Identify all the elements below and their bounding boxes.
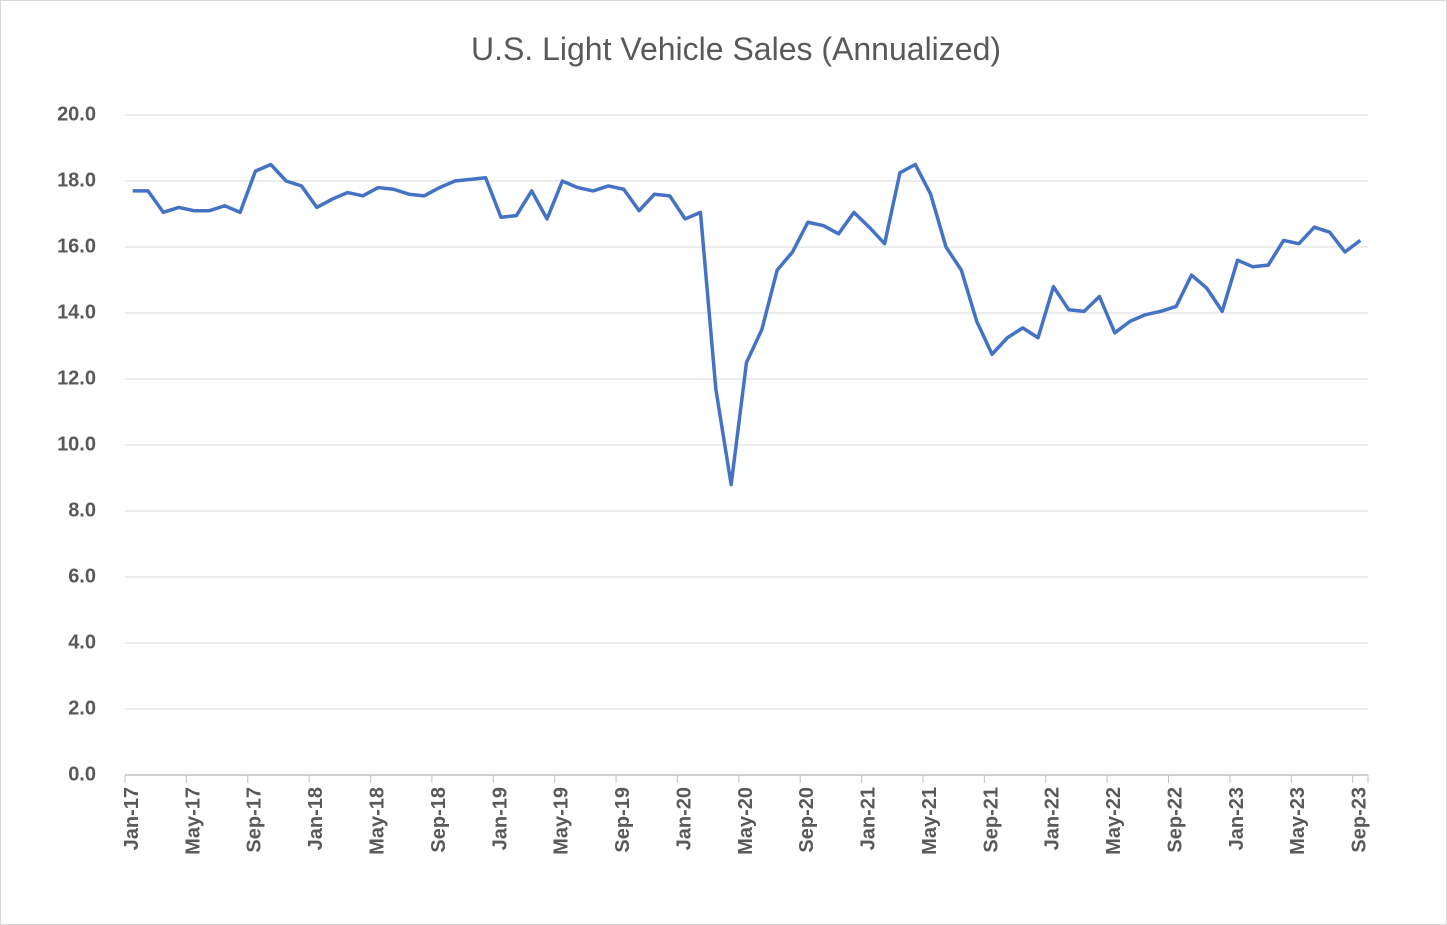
y-tick-label: 20.0 — [57, 103, 96, 125]
y-tick-label: 18.0 — [57, 169, 96, 191]
x-tick-label: May-20 — [735, 787, 757, 855]
y-tick-label: 6.0 — [68, 565, 96, 587]
data-line — [132, 162, 1362, 487]
y-tick-label: 8.0 — [68, 499, 96, 521]
x-tick-label: Sep-17 — [244, 787, 266, 853]
x-tick-label: May-21 — [919, 787, 941, 855]
x-tick-label: Jan-17 — [121, 787, 143, 850]
x-tick-label: May-23 — [1287, 787, 1309, 855]
x-tick-label: May-19 — [551, 787, 573, 855]
chart-title: U.S. Light Vehicle Sales (Annualized) — [471, 31, 1001, 67]
y-tick-label: 2.0 — [68, 697, 96, 719]
y-tick-label: 12.0 — [57, 367, 96, 389]
y-tick-label: 14.0 — [57, 301, 96, 323]
x-tick-label: Sep-21 — [980, 787, 1002, 853]
x-tick-label: May-22 — [1103, 787, 1125, 855]
x-tick-label: Sep-23 — [1349, 787, 1371, 853]
x-tick-label: Jan-21 — [858, 787, 880, 850]
x-tick-label: Sep-19 — [612, 787, 634, 853]
x-tick-label: Jan-22 — [1042, 787, 1064, 850]
x-tick-label: May-17 — [182, 787, 204, 855]
x-tick-label: Jan-19 — [489, 787, 511, 850]
y-tick-label: 16.0 — [57, 235, 96, 257]
y-tick-label: 4.0 — [68, 631, 96, 653]
x-tick-label: Sep-22 — [1164, 787, 1186, 853]
x-tick-label: Sep-20 — [796, 787, 818, 853]
x-tick-label: May-18 — [366, 787, 388, 855]
x-tick-label: Sep-18 — [428, 787, 450, 853]
x-tick-label: Jan-20 — [673, 787, 695, 850]
x-tick-label: Jan-23 — [1226, 787, 1248, 850]
y-tick-label: 0.0 — [68, 763, 96, 785]
x-tick-label: Jan-18 — [305, 787, 327, 850]
y-tick-label: 10.0 — [57, 433, 96, 455]
